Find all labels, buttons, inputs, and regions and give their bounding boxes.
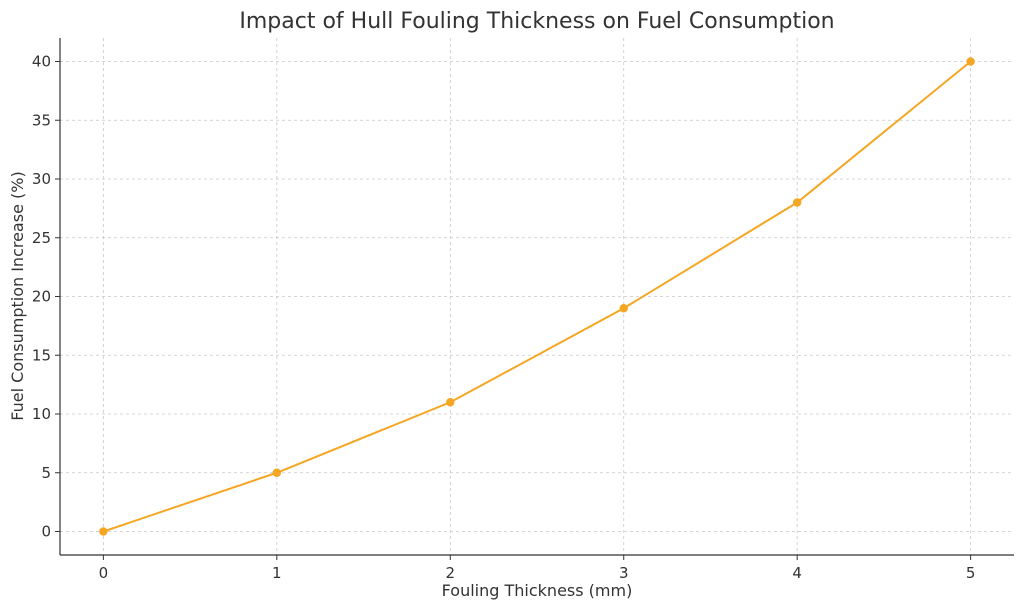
y-tick-label: 20 <box>32 288 51 306</box>
x-tick-label: 2 <box>445 564 455 582</box>
data-point <box>99 527 108 536</box>
y-tick-label: 30 <box>32 170 51 188</box>
y-tick-label: 5 <box>41 464 51 482</box>
x-tick-label: 4 <box>792 564 802 582</box>
x-tick-label: 1 <box>272 564 282 582</box>
data-point <box>272 468 282 477</box>
x-tick-label: 0 <box>99 564 109 582</box>
y-tick-label: 15 <box>32 346 51 364</box>
y-tick-label: 0 <box>41 523 51 541</box>
series-layer <box>99 57 975 536</box>
y-axis-title: Fuel Consumption Increase (%) <box>8 171 27 420</box>
x-tick-label: 3 <box>619 564 629 582</box>
y-axis-ticks: 0 5 10 15 20 25 30 35 40 <box>32 53 60 541</box>
x-axis-title: Fouling Thickness (mm) <box>442 581 633 600</box>
data-point <box>966 57 975 66</box>
grid-lines <box>60 38 1014 555</box>
data-point <box>792 198 802 207</box>
y-tick-label: 40 <box>32 53 51 71</box>
y-tick-label: 35 <box>32 111 51 129</box>
y-tick-label: 10 <box>32 405 51 423</box>
data-point <box>446 398 455 407</box>
x-tick-label: 5 <box>966 564 976 582</box>
x-axis-ticks: 0 1 2 3 4 5 <box>99 555 976 582</box>
chart-title: Impact of Hull Fouling Thickness on Fuel… <box>239 9 834 34</box>
series-line <box>103 60 972 533</box>
data-point <box>619 304 628 313</box>
y-tick-label: 25 <box>32 229 51 247</box>
